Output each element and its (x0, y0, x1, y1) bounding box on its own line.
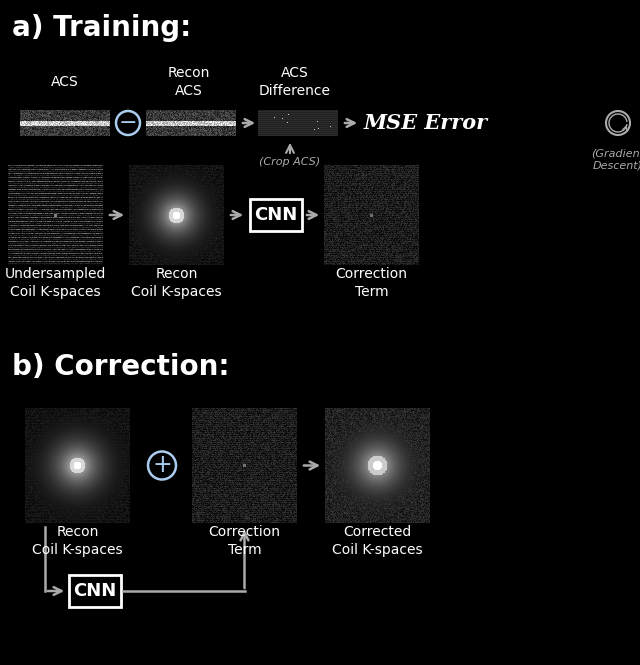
Text: Recon
Coil K-spaces: Recon Coil K-spaces (32, 525, 123, 557)
Text: Correction
Term: Correction Term (335, 267, 408, 299)
Text: Corrected
Coil K-spaces: Corrected Coil K-spaces (332, 525, 423, 557)
Text: ACS: ACS (51, 75, 79, 89)
Text: (Crop ACS): (Crop ACS) (259, 157, 321, 167)
Text: ACS
Difference: ACS Difference (259, 66, 331, 98)
Text: +: + (152, 454, 172, 477)
Text: Recon
Coil K-spaces: Recon Coil K-spaces (131, 267, 222, 299)
Text: b) Correction:: b) Correction: (12, 353, 230, 381)
Text: CNN: CNN (254, 206, 298, 224)
Text: CNN: CNN (74, 582, 116, 600)
Text: Undersampled
Coil K-spaces: Undersampled Coil K-spaces (5, 267, 106, 299)
Text: Recon
ACS: Recon ACS (168, 66, 210, 98)
FancyBboxPatch shape (250, 199, 302, 231)
Text: MSE Error: MSE Error (364, 113, 488, 133)
Text: −: − (118, 113, 138, 133)
Text: a) Training:: a) Training: (12, 14, 191, 42)
Text: Correction
Term: Correction Term (209, 525, 280, 557)
Text: (Gradient
Descent): (Gradient Descent) (591, 149, 640, 171)
FancyBboxPatch shape (69, 575, 121, 607)
